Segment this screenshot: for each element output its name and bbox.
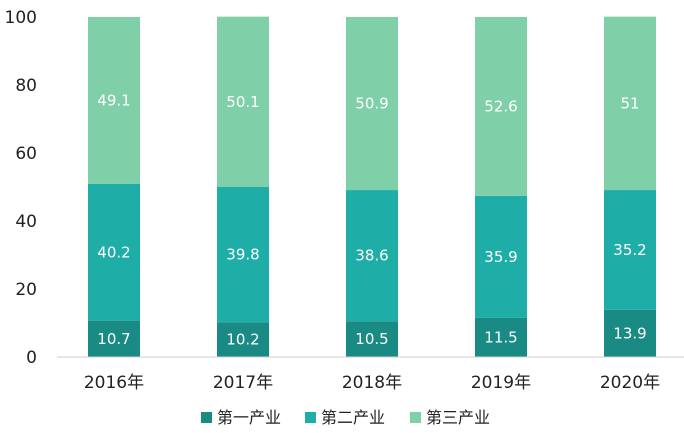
bar-segment	[475, 17, 527, 196]
data-label: 40.2	[97, 243, 130, 261]
x-tick-label: 2019年	[471, 373, 531, 393]
data-label: 49.1	[97, 91, 130, 109]
legend-swatch	[410, 412, 421, 423]
bar-segment	[346, 17, 398, 191]
bar-segment	[604, 190, 656, 310]
data-label: 10.2	[226, 331, 259, 349]
data-label: 50.9	[355, 95, 388, 113]
data-label: 39.8	[226, 246, 259, 264]
x-tick-label: 2018年	[342, 373, 402, 393]
y-tick-label: 40	[15, 212, 37, 232]
data-label: 38.6	[355, 247, 388, 265]
data-label: 52.6	[484, 97, 517, 115]
x-tick-label: 2017年	[213, 373, 273, 393]
data-label: 13.9	[613, 324, 646, 342]
data-label: 51	[620, 94, 639, 112]
data-label: 10.7	[97, 330, 130, 348]
data-label: 35.2	[613, 241, 646, 259]
x-axis: 2016年 2017年 2018年 2019年 2020年	[84, 373, 660, 393]
bar-segment	[604, 16, 656, 191]
legend-label: 第一产业	[217, 408, 281, 427]
bar-segment	[88, 17, 140, 184]
bar-segment	[88, 183, 140, 321]
bar-segment	[346, 190, 398, 322]
y-tick-label: 100	[5, 8, 37, 28]
legend-label: 第二产业	[321, 408, 385, 427]
data-label: 11.5	[484, 328, 517, 346]
legend: 第一产业 第二产业 第三产业	[201, 408, 490, 427]
legend-swatch	[201, 412, 212, 423]
y-tick-label: 60	[15, 144, 37, 164]
legend-swatch	[305, 412, 316, 423]
bar-segment	[217, 187, 269, 323]
bar-segment	[475, 317, 527, 357]
data-label: 35.9	[484, 248, 517, 266]
y-axis: 0 20 40 60 80 100	[5, 8, 37, 368]
bar-segment	[346, 321, 398, 357]
bar-segment	[217, 16, 269, 187]
bars: 10.7 40.2 49.1 10.2 39.8 50.1 10.5 38.6 50.9 11.5…	[88, 16, 656, 357]
x-tick-label: 2020年	[600, 373, 660, 393]
bar-segment	[88, 320, 140, 357]
bar-segment	[475, 195, 527, 318]
data-label: 50.1	[226, 93, 259, 111]
data-label: 10.5	[355, 330, 388, 348]
x-tick-label: 2016年	[84, 373, 144, 393]
legend-label: 第三产业	[426, 408, 490, 427]
bar-segment	[604, 309, 656, 357]
y-tick-label: 20	[15, 280, 37, 300]
y-tick-label: 80	[15, 76, 37, 96]
y-tick-label: 0	[26, 348, 37, 368]
bar-segment	[217, 322, 269, 357]
